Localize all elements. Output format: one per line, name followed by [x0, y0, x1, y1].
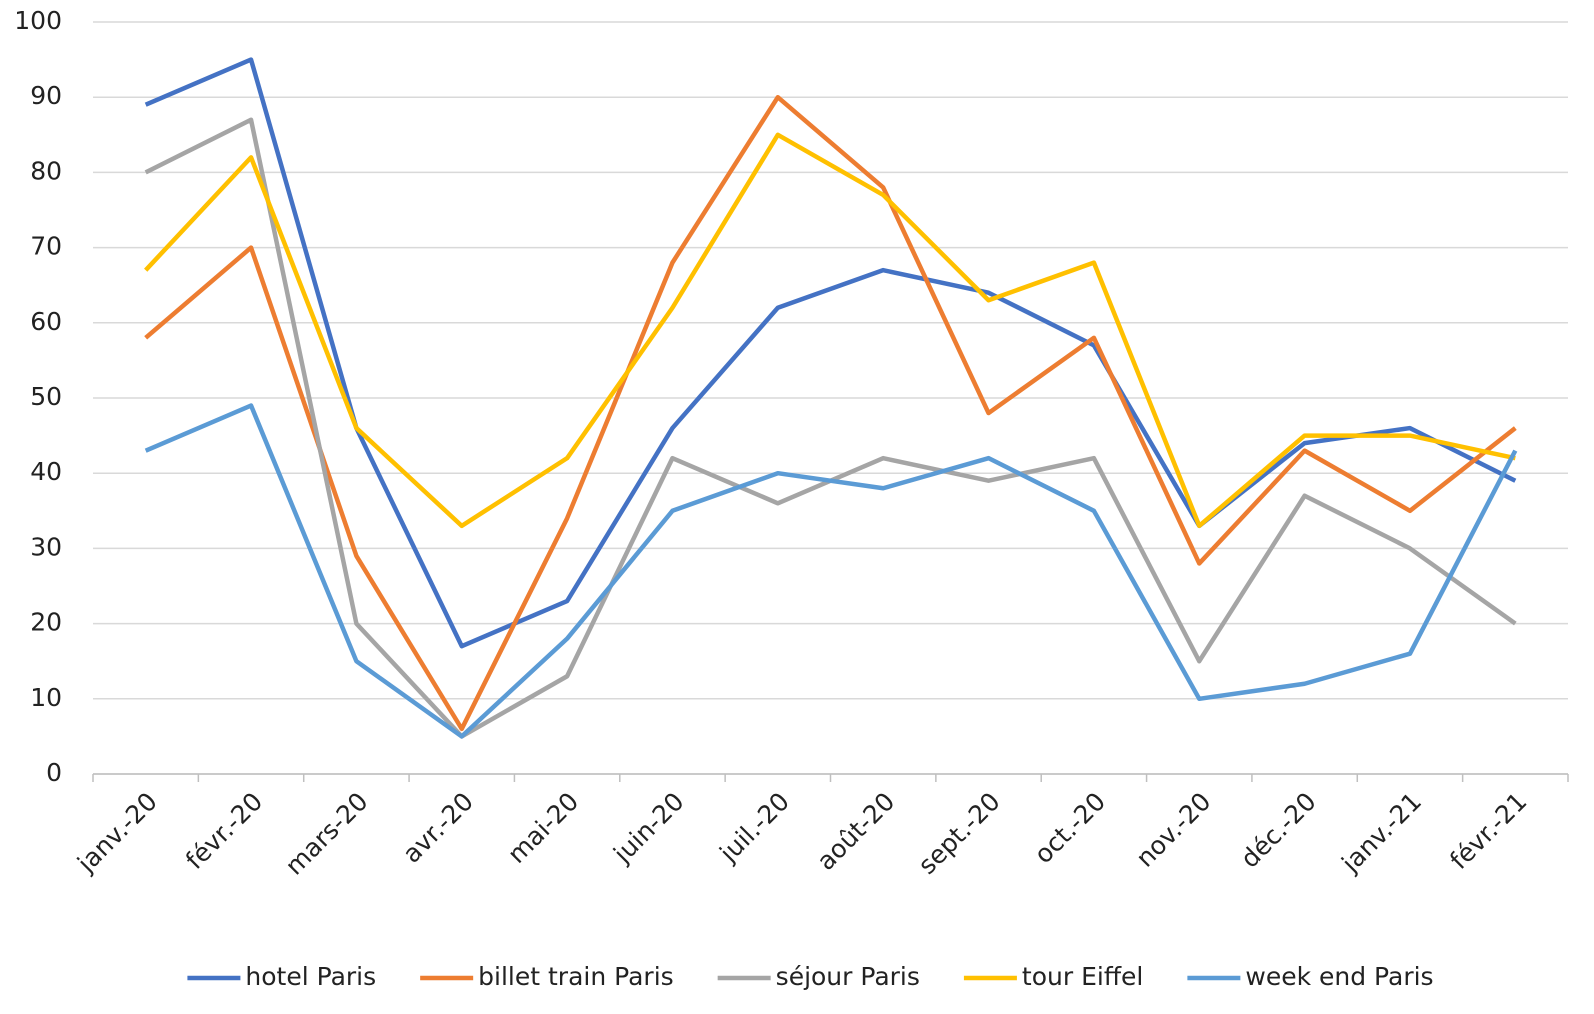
- series-line: [144, 94, 1517, 732]
- series-line: [144, 403, 1518, 739]
- y-tick-label: 40: [30, 457, 62, 486]
- legend-label: billet train Paris: [478, 962, 674, 991]
- series-line: [144, 57, 1517, 649]
- y-tick-label: 50: [30, 382, 62, 411]
- x-tick-label: janv.-20: [71, 787, 163, 879]
- y-tick-label: 70: [30, 232, 62, 261]
- x-tick-label: mai-20: [502, 787, 584, 869]
- y-tick-label: 10: [30, 683, 62, 712]
- x-tick-label: janv.-21: [1335, 787, 1427, 879]
- y-tick-label: 60: [30, 307, 62, 336]
- x-tick-label: févr.-21: [1444, 787, 1532, 875]
- x-tick-label: juin-20: [607, 787, 689, 869]
- y-tick-label: 100: [14, 6, 62, 35]
- y-tick-label: 20: [30, 608, 62, 637]
- x-tick-label: mars-20: [280, 787, 374, 881]
- legend-label: séjour Paris: [776, 962, 920, 991]
- y-tick-label: 90: [30, 81, 62, 110]
- x-tick-label: nov.-20: [1130, 787, 1216, 873]
- x-tick-label: sept.-20: [912, 787, 1005, 880]
- x-tick-label: déc.-20: [1235, 787, 1322, 874]
- legend-label: hotel Paris: [245, 962, 376, 991]
- y-tick-label: 30: [30, 532, 62, 561]
- x-tick-label: juil.-20: [713, 787, 795, 869]
- y-tick-label: 80: [30, 156, 62, 185]
- y-tick-label: 0: [46, 758, 62, 787]
- x-tick-label: avr.-20: [397, 787, 479, 869]
- x-tick-label: oct.-20: [1029, 787, 1111, 869]
- x-tick-label: août-20: [811, 787, 900, 876]
- legend-label: tour Eiffel: [1022, 962, 1143, 991]
- legend: hotel Paris billet train Paris séjour Pari…: [187, 962, 1434, 991]
- legend-label: week end Paris: [1245, 962, 1433, 991]
- series-line: [144, 132, 1516, 529]
- x-tick-label: févr.-20: [180, 787, 268, 875]
